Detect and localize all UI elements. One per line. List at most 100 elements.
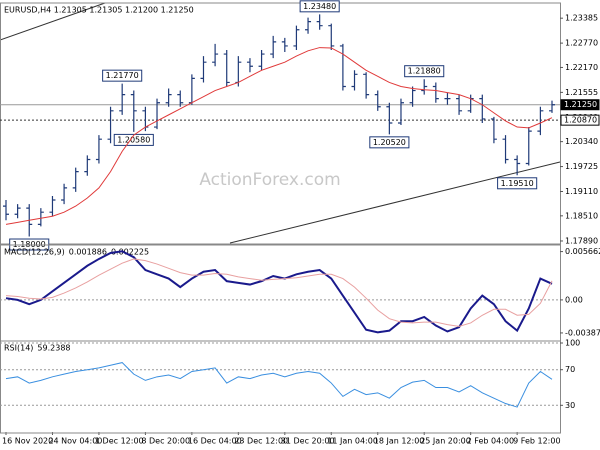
x-tick-label: 18 Jan 12:00 [374, 437, 425, 446]
ohlc-bar [525, 127, 532, 166]
ohlc-bar [223, 50, 230, 87]
annotation-label: 1.21880 [408, 67, 441, 76]
price-box-label: 1.20870 [564, 116, 597, 125]
annotation-box [299, 0, 340, 13]
ohlc-bar [363, 72, 370, 99]
y-tick-label: 70 [565, 365, 575, 374]
ohlc-bar [374, 90, 381, 111]
ohlc-bar [281, 37, 288, 53]
ohlc-bar [84, 155, 91, 176]
ohlc-bar [432, 82, 439, 103]
x-tick-label: 11 Jan 04:00 [327, 437, 378, 446]
series-line [5, 47, 553, 225]
ohlc-bar [444, 92, 451, 105]
price-box-label: 1.21250 [564, 100, 597, 109]
x-tick-label: 9 Feb 12:00 [513, 437, 560, 446]
y-tick-label: 1.22170 [565, 63, 598, 72]
ohlc-bar [351, 70, 358, 91]
ohlc-bar [246, 58, 253, 73]
x-tick-label: 8 Dec 20:00 [141, 437, 190, 446]
series-line [5, 258, 553, 327]
ohlc-bar [49, 195, 56, 217]
panel-value: 59.2388 [37, 344, 70, 353]
ohlc-bar [479, 94, 486, 123]
ohlc-bar [456, 94, 463, 115]
annotation-label: 1.21770 [106, 71, 139, 80]
ohlc-bar [339, 43, 346, 91]
price-box [560, 114, 600, 126]
ohlc-bar [316, 14, 323, 30]
ohlc-bar [270, 35, 277, 59]
ohlc-bar [61, 183, 68, 205]
y-tick-label: 1.19725 [565, 162, 598, 171]
y-tick-label: 0.00 [565, 295, 583, 304]
y-tick-label: 1.23385 [565, 14, 598, 23]
panel-value: 0.001886 [69, 248, 107, 257]
ohlc-bar [165, 88, 172, 107]
ohlc-bar [3, 200, 9, 221]
x-tick-label: 2 Feb 04:00 [467, 437, 514, 446]
annotation-box [102, 69, 143, 82]
ohlc-bar [177, 90, 184, 107]
ohlc-bar [130, 90, 137, 132]
ohlc-bar [154, 98, 161, 130]
x-tick-label: 23 Dec 12:00 [234, 437, 288, 446]
ohlc-bar [305, 17, 312, 34]
y-tick-label: 1.17890 [565, 236, 598, 245]
ohlc-bar [200, 56, 207, 83]
ohlc-bar [537, 106, 544, 136]
panel-frame [0, 340, 561, 434]
series-line [5, 362, 553, 408]
ohlc-bar [549, 100, 555, 113]
x-tick-label: 24 Nov 04:00 [48, 437, 102, 446]
y-tick-label: 1.20340 [565, 137, 598, 146]
annotation-label: 1.23480 [303, 2, 336, 11]
annotation-label: 1.19510 [501, 179, 534, 188]
trend-line [0, 2, 106, 41]
ohlc-bar [421, 79, 428, 95]
ohlc-bar [37, 208, 44, 227]
annotation-box [369, 136, 410, 149]
y-tick-label: 1.18510 [565, 211, 598, 220]
panel-title: RSI(14) [4, 344, 33, 353]
ohlc-bar [293, 25, 300, 51]
x-tick-label: 16 Dec 04:00 [188, 437, 242, 446]
y-tick-label: 1.22770 [565, 39, 598, 48]
x-tick-label: 1 Dec 12:00 [95, 437, 144, 446]
ohlc-bar [397, 98, 404, 126]
series-line [5, 250, 553, 334]
ohlc-bar [409, 86, 416, 107]
panel-title: MACD(12,26,9) [4, 248, 65, 257]
y-tick-label: -0.003872 [565, 328, 600, 337]
ohlc-bar [514, 155, 521, 176]
y-tick-label: 100 [565, 339, 580, 348]
x-tick-label: 16 Nov 2020 [2, 437, 53, 446]
price-box [560, 99, 600, 111]
ohlc-bar [328, 23, 335, 51]
annotation-label: 1.20520 [373, 138, 406, 147]
y-tick-label: 0.005662 [565, 247, 600, 256]
x-tick-label: 31 Dec 20:00 [281, 437, 335, 446]
ohlc-bar [119, 83, 126, 115]
x-tick-label: 25 Jan 20:00 [420, 437, 471, 446]
annotation-label: 1.20580 [117, 135, 150, 144]
annotation-box [113, 133, 154, 146]
annotation-box [497, 177, 538, 190]
panel-title: EURUSD,H4 1.21305 1.21305 1.21200 1.2125… [4, 6, 194, 15]
ohlc-bar [490, 116, 497, 144]
annotation-box [404, 65, 445, 78]
watermark: ActionForex.com [199, 170, 340, 190]
ohlc-bar [386, 102, 393, 135]
panel-value: 0.002225 [111, 248, 149, 257]
ohlc-bar [14, 204, 21, 219]
y-tick-label: 1.19110 [565, 187, 598, 196]
ohlc-bar [107, 106, 114, 144]
ohlc-bar [72, 167, 79, 192]
ohlc-bar [258, 50, 265, 71]
y-tick-label: 30 [565, 401, 575, 410]
ohlc-bar [95, 135, 102, 164]
ohlc-bar [212, 43, 219, 67]
y-tick-label: 1.21555 [565, 88, 598, 97]
